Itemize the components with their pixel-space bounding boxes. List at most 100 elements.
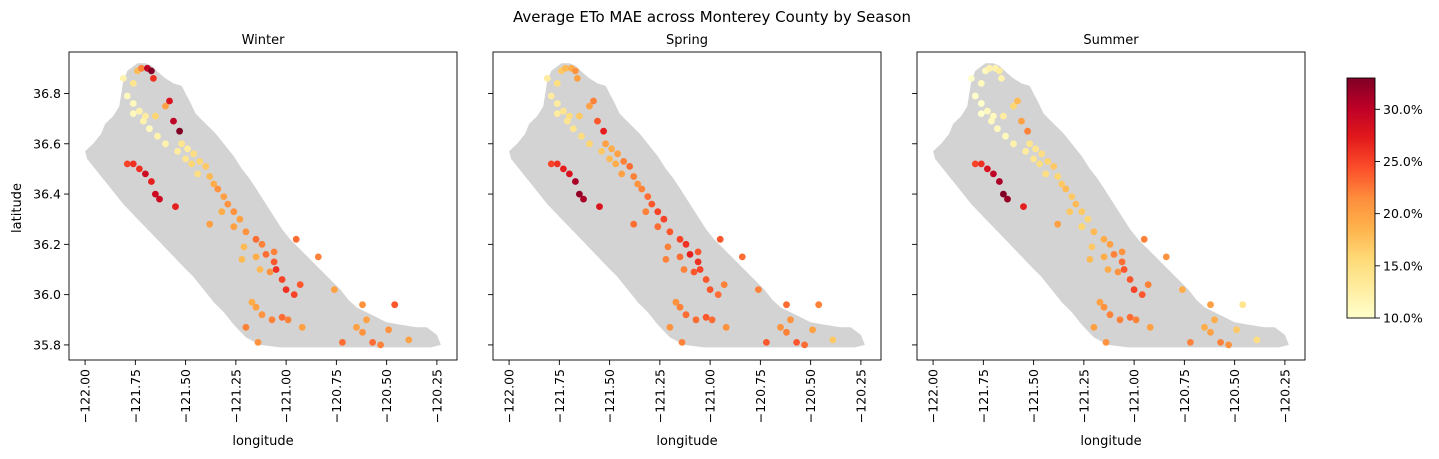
- colorbar-tick-label: 15.0%: [1383, 258, 1423, 273]
- station-point: [996, 178, 1003, 185]
- station-point: [676, 235, 684, 243]
- x-tick-label: −121.50: [602, 369, 617, 423]
- colorbar: 10.0% 15.0% 20.0% 25.0% 30.0%: [1346, 77, 1423, 326]
- station-point: [666, 228, 674, 236]
- station-point: [1096, 298, 1104, 306]
- station-point: [1126, 313, 1134, 321]
- station-point: [580, 195, 587, 203]
- station-point: [210, 180, 218, 188]
- station-point: [385, 326, 392, 334]
- x-tick-label: −122.00: [78, 369, 93, 423]
- station-point: [252, 235, 260, 243]
- station-point: [298, 323, 306, 331]
- station-point: [172, 203, 179, 211]
- station-point: [238, 256, 246, 263]
- station-point: [1072, 200, 1080, 208]
- station-point: [984, 107, 991, 115]
- station-point: [174, 147, 181, 155]
- station-point: [359, 328, 366, 336]
- station-point: [553, 110, 561, 117]
- station-point: [196, 158, 204, 165]
- y-tick-label: 36.2: [33, 237, 61, 252]
- station-point: [230, 208, 238, 216]
- station-point: [258, 311, 266, 319]
- station-point: [586, 102, 593, 110]
- station-point: [578, 132, 585, 140]
- station-point: [314, 253, 322, 261]
- station-point: [994, 125, 1001, 133]
- x-tick-label: −120.75: [753, 369, 768, 423]
- colorbar-tick-label: 20.0%: [1383, 206, 1423, 221]
- panel-summer: −122.00 −121.75 −121.50 −121.25 −121.00 −120.…: [912, 33, 1306, 423]
- x-tick-label: −121.00: [703, 369, 718, 423]
- x-tick-label: −121.50: [1026, 369, 1041, 423]
- station-point: [1187, 339, 1194, 346]
- station-point: [686, 251, 694, 258]
- station-point: [1162, 253, 1170, 261]
- station-point: [1086, 256, 1094, 263]
- station-point: [574, 75, 581, 82]
- x-tick-label: −121.75: [976, 369, 991, 423]
- station-point: [676, 253, 684, 261]
- station-point: [190, 150, 197, 158]
- y-tick-label: 36.4: [33, 187, 61, 202]
- station-point: [547, 92, 555, 100]
- station-point: [248, 298, 256, 306]
- station-point: [266, 268, 274, 276]
- station-point: [353, 323, 360, 331]
- station-point: [720, 281, 728, 288]
- x-axis-label-winter: longitude: [232, 434, 293, 449]
- station-point: [738, 253, 746, 261]
- station-point: [706, 286, 714, 293]
- station-point: [194, 170, 202, 178]
- station-point: [1211, 316, 1218, 324]
- station-point: [763, 339, 770, 346]
- y-tick-label: 35.8: [33, 337, 61, 352]
- x-tick-label: −121.25: [652, 369, 667, 423]
- station-point: [214, 185, 222, 193]
- station-point: [1022, 147, 1029, 155]
- station-point: [809, 326, 816, 334]
- county-shape: [933, 63, 1289, 348]
- station-point: [331, 286, 338, 293]
- station-point: [630, 220, 638, 228]
- station-point: [184, 145, 191, 153]
- station-point: [692, 316, 700, 324]
- station-point: [612, 160, 619, 168]
- station-point: [176, 127, 183, 135]
- station-point: [1110, 251, 1118, 258]
- station-point: [586, 140, 593, 148]
- station-point: [1207, 328, 1214, 336]
- station-point: [1014, 97, 1021, 105]
- figure-title: Average ETo MAE across Monterey County b…: [513, 8, 911, 26]
- station-point: [1138, 291, 1146, 298]
- station-point: [562, 64, 569, 72]
- station-point: [1032, 145, 1039, 153]
- station-point: [564, 117, 571, 125]
- station-point: [664, 243, 672, 251]
- station-point: [1004, 195, 1011, 203]
- station-point: [1225, 341, 1232, 349]
- station-point: [142, 170, 149, 178]
- station-point: [996, 67, 1003, 75]
- station-point: [272, 266, 280, 273]
- station-point: [129, 100, 137, 107]
- x-tick-label: −121.00: [1127, 369, 1142, 423]
- y-axis-label: latitude: [10, 183, 25, 233]
- station-point: [708, 316, 716, 324]
- station-point: [801, 341, 808, 349]
- station-point: [644, 193, 652, 201]
- station-point: [282, 286, 290, 293]
- station-point: [971, 160, 979, 168]
- station-point: [1038, 150, 1045, 158]
- station-point: [662, 256, 670, 263]
- station-point: [148, 178, 155, 185]
- station-point: [1020, 203, 1027, 211]
- x-tick-label: −122.00: [502, 369, 517, 423]
- station-point: [188, 160, 195, 168]
- x-tick-label: −120.75: [329, 369, 344, 423]
- station-point: [572, 178, 579, 185]
- station-point: [620, 158, 628, 165]
- station-point: [678, 339, 686, 346]
- station-point: [262, 251, 270, 258]
